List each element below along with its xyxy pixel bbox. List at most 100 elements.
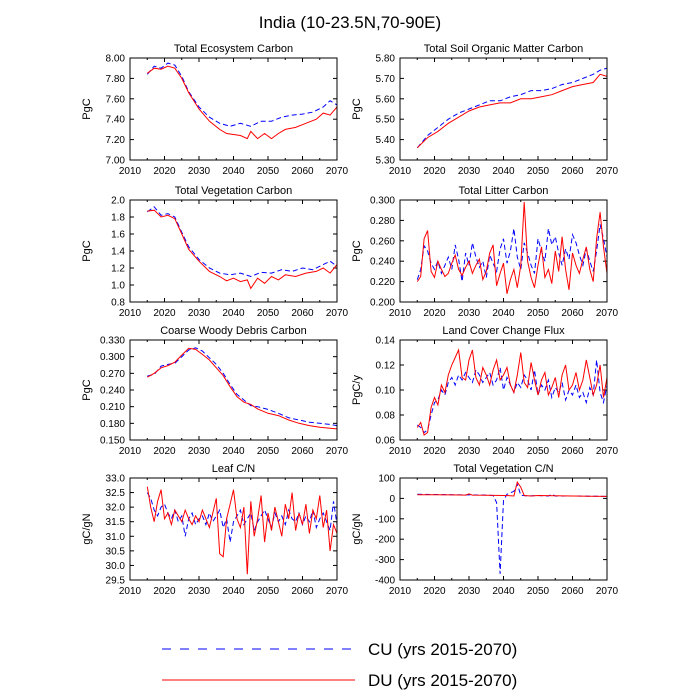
x-tick-label: 2030	[188, 166, 211, 177]
chart-total-litter-carbon: Total Litter Carbon PgC 2010 2020 2030 2040 20…	[351, 185, 619, 319]
x-tick-label: 2010	[389, 586, 412, 597]
y-axis-label: PgC/y	[351, 375, 363, 405]
series-line-cu	[417, 359, 607, 434]
chart-leaf-c-n: Leaf C/N gC/gN 2010 2020 2030 2040 2050 2060 207…	[81, 463, 349, 597]
figure-title: India (10-23.5N,70-90E)	[259, 13, 441, 32]
series-line-cu	[147, 347, 337, 427]
y-tick-label: 2.0	[111, 196, 125, 207]
x-tick-label: 2030	[188, 446, 211, 457]
x-tick-label: 2030	[458, 166, 481, 177]
chart-total-vegetation-carbon: Total Vegetation Carbon PgC 2010 2020 2030 20…	[81, 185, 349, 319]
series-line-du	[417, 480, 607, 497]
y-tick-label: 0.260	[370, 236, 395, 247]
y-tick-label: 30.0	[106, 561, 126, 572]
y-tick-label: 30.5	[106, 546, 126, 557]
y-tick-label: 0.150	[100, 436, 125, 447]
chart-title: Total Ecosystem Carbon	[174, 43, 293, 55]
y-tick-label: 5.40	[376, 135, 396, 146]
x-tick-label: 2050	[527, 586, 550, 597]
chart-title: Total Soil Organic Matter Carbon	[424, 43, 584, 55]
x-tick-label: 2010	[119, 446, 142, 457]
series-line-du	[147, 347, 337, 430]
x-tick-label: 2070	[326, 446, 349, 457]
y-tick-label: 0.8	[111, 298, 125, 309]
y-tick-label: 8.00	[106, 54, 126, 65]
y-tick-label: 0.200	[370, 298, 395, 309]
x-tick-label: 2060	[561, 446, 584, 457]
y-tick-label: 0.240	[370, 257, 395, 268]
x-tick-label: 2060	[291, 308, 314, 319]
x-tick-label: 2030	[458, 308, 481, 319]
y-tick-label: 31.0	[106, 532, 126, 543]
x-tick-label: 2060	[561, 586, 584, 597]
y-axis-label: PgC	[81, 379, 93, 400]
series-line-cu	[146, 62, 337, 127]
x-tick-label: 2040	[492, 446, 515, 457]
y-tick-label: 0.300	[370, 196, 395, 207]
x-tick-label: 2070	[326, 166, 349, 177]
x-tick-label: 2070	[326, 308, 349, 319]
y-tick-label: 0.14	[376, 336, 396, 347]
y-tick-label: 100	[378, 474, 395, 485]
panels: Total Ecosystem Carbon PgC 2010 2020 2030 204…	[81, 43, 619, 597]
x-tick-label: 2020	[153, 308, 176, 319]
x-tick-label: 2020	[423, 446, 446, 457]
x-tick-label: 2030	[458, 586, 481, 597]
y-axis-label: PgC	[81, 240, 93, 261]
x-tick-label: 2040	[492, 166, 515, 177]
chart-total-soil-organic-matter-carbon: Total Soil Organic Matter Carbon PgC 2010 2…	[351, 43, 619, 177]
y-tick-label: 5.80	[376, 54, 396, 65]
y-tick-label: 0.220	[370, 277, 395, 288]
series-line-du	[147, 65, 337, 140]
x-tick-label: 2010	[389, 446, 412, 457]
plot-frame	[399, 339, 608, 441]
chart-title: Leaf C/N	[212, 463, 255, 475]
x-tick-label: 2040	[222, 166, 245, 177]
x-tick-label: 2070	[596, 586, 619, 597]
x-tick-label: 2030	[458, 446, 481, 457]
y-tick-label: 0.12	[376, 361, 396, 372]
y-tick-label: 0.240	[100, 386, 125, 397]
x-tick-label: 2050	[257, 586, 280, 597]
x-tick-label: 2050	[257, 166, 280, 177]
chart-title: Land Cover Change Flux	[442, 325, 565, 337]
x-tick-label: 2050	[257, 446, 280, 457]
y-tick-label: 0.08	[376, 411, 396, 422]
x-tick-label: 2040	[492, 308, 515, 319]
y-tick-label: 29.5	[106, 576, 126, 587]
y-tick-label: 1.0	[111, 281, 125, 292]
y-tick-label: 5.70	[376, 74, 396, 85]
y-tick-label: -100	[375, 514, 395, 525]
plot-frame	[129, 57, 338, 161]
y-tick-label: 1.4	[111, 247, 125, 258]
chart-title: Coarse Woody Debris Carbon	[160, 325, 307, 337]
y-tick-label: -400	[375, 576, 395, 587]
series-line-du	[416, 348, 607, 436]
x-tick-label: 2050	[527, 308, 550, 319]
y-tick-label: 33.0	[106, 474, 126, 485]
x-tick-label: 2030	[188, 586, 211, 597]
y-axis-label: PgC	[351, 98, 363, 119]
y-tick-label: 0.330	[100, 336, 125, 347]
y-tick-label: 1.6	[111, 230, 125, 241]
x-tick-label: 2070	[596, 308, 619, 319]
x-tick-label: 2040	[222, 586, 245, 597]
plot-frame	[129, 339, 338, 441]
plot-frame	[129, 477, 338, 581]
y-tick-label: 0	[389, 494, 395, 505]
x-tick-label: 2060	[291, 166, 314, 177]
y-tick-label: 0.10	[376, 386, 396, 397]
x-tick-label: 2070	[326, 586, 349, 597]
y-tick-label: 7.80	[106, 74, 126, 85]
y-tick-label: 31.5	[106, 517, 126, 528]
chart-title: Total Vegetation C/N	[453, 463, 553, 475]
x-tick-label: 2010	[119, 166, 142, 177]
x-tick-label: 2010	[389, 166, 412, 177]
y-tick-label: 7.60	[106, 94, 126, 105]
y-tick-label: 0.280	[370, 216, 395, 227]
y-tick-label: 7.20	[106, 135, 126, 146]
plot-frame	[399, 199, 608, 303]
y-tick-label: 0.300	[100, 352, 125, 363]
y-tick-label: 7.00	[106, 156, 126, 167]
